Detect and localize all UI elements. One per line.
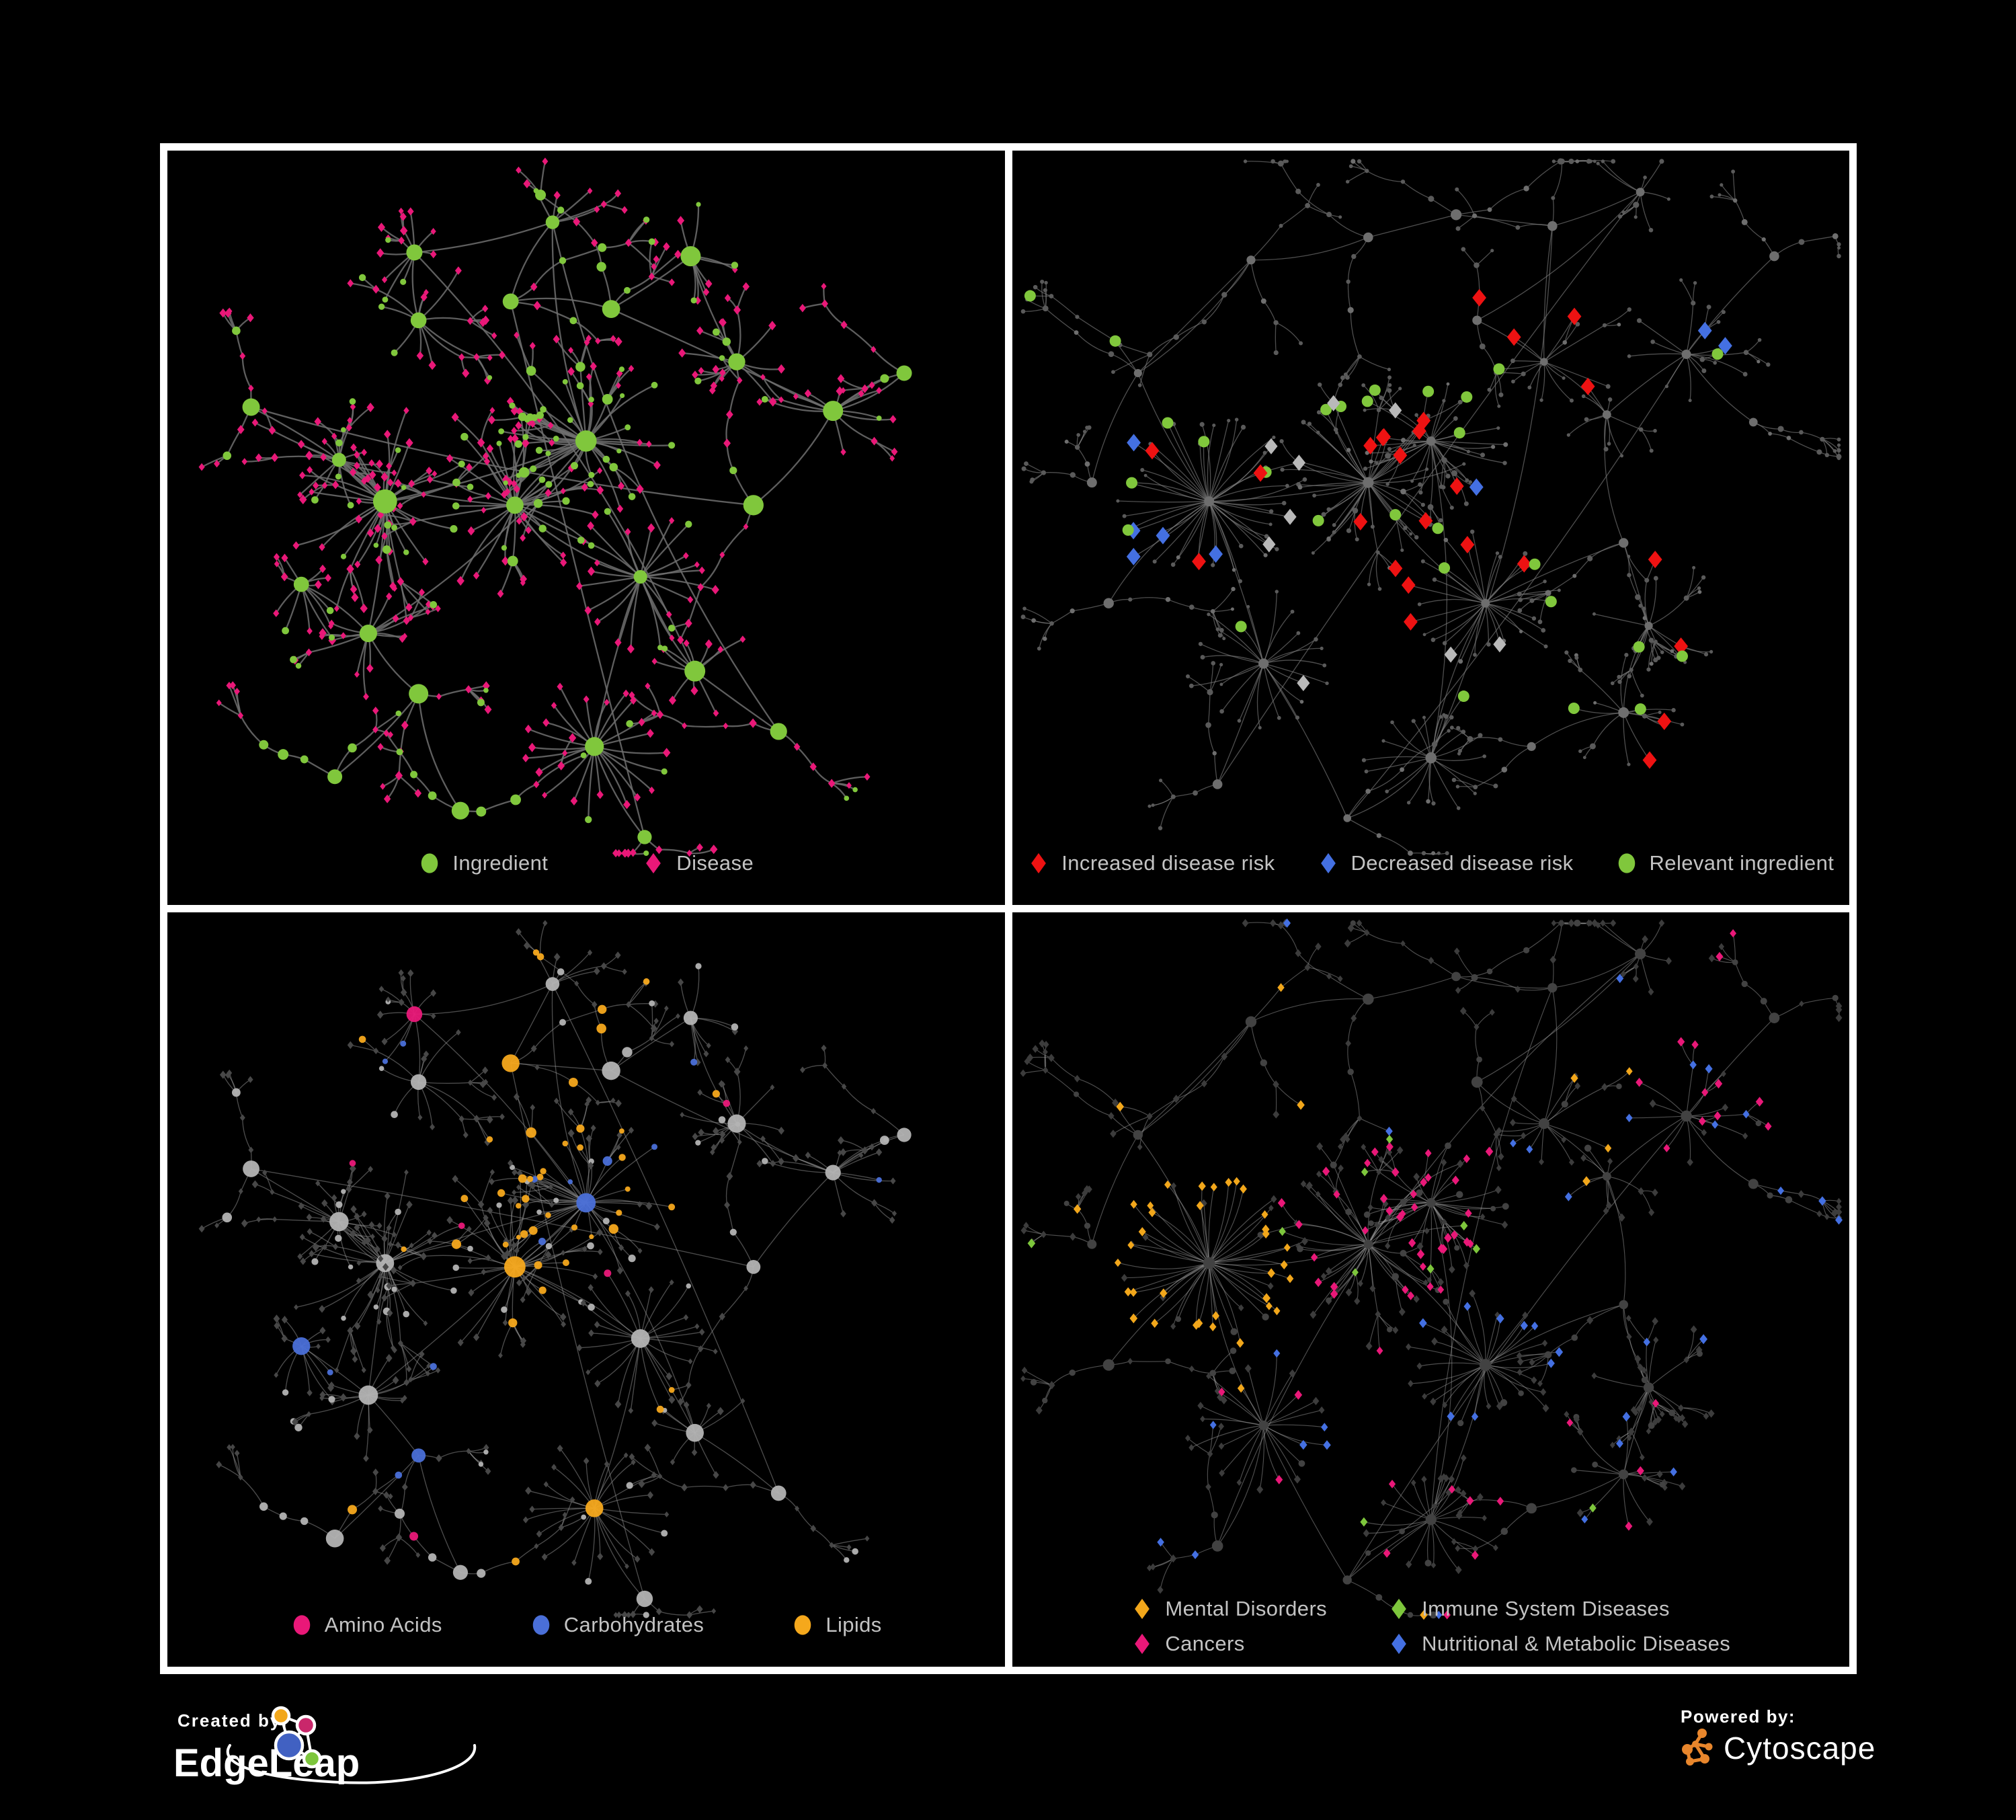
created-by-label: Created by: xyxy=(177,1710,288,1731)
edgeleap-credit: Created by: EdgeLeap xyxy=(173,1706,477,1785)
legend-item-mental-disorders: Mental Disorders xyxy=(1131,1597,1327,1621)
nutrient-class-legend: Amino Acids Carbohydrates Lipids xyxy=(167,1613,1005,1637)
legend-item-immune-system-diseases: Immune System Diseases xyxy=(1387,1597,1730,1621)
legend-item-cancers: Cancers xyxy=(1131,1632,1327,1656)
disease-risk-network-graph xyxy=(1020,158,1841,856)
legend-marker-diamond-icon xyxy=(1135,1633,1150,1655)
edgeleap-blue-node-icon xyxy=(274,1730,305,1761)
panel-disease-risk: Increased disease risk Decreased disease … xyxy=(1012,151,1850,905)
legend-marker-circle-icon xyxy=(532,1615,550,1635)
legend-label: Increased disease risk xyxy=(1061,851,1275,875)
legend-item-increased-disease-risk: Increased disease risk xyxy=(1027,851,1275,875)
cytoscape-brand-text: Cytoscape xyxy=(1724,1731,1876,1766)
legend-marker-circle-icon xyxy=(1618,853,1635,873)
legend-label: Decreased disease risk xyxy=(1350,851,1574,875)
disease-category-network-graph xyxy=(1020,918,1843,1620)
panels-frame: Ingredient Disease Increased disease risk… xyxy=(160,143,1857,1674)
ingredient-disease-network-graph xyxy=(198,157,912,858)
legend-label: Amino Acids xyxy=(324,1613,442,1636)
nutrient-class-network-graph xyxy=(198,920,912,1619)
powered-by-label: Powered by: xyxy=(1681,1706,1796,1727)
legend-label: Cancers xyxy=(1165,1632,1245,1655)
legend-item-relevant-ingredient: Relevant ingredient xyxy=(1615,851,1834,875)
panel-nutrient-classes: Amino Acids Carbohydrates Lipids xyxy=(167,912,1005,1667)
legend-item-decreased-disease-risk: Decreased disease risk xyxy=(1317,851,1574,875)
panel-disease-categories: Mental Disorders Immune System Diseases Ca… xyxy=(1012,912,1850,1667)
legend-marker-diamond-icon xyxy=(1392,1598,1406,1620)
legend-item-nutritional-metabolic-diseases: Nutritional & Metabolic Diseases xyxy=(1387,1632,1730,1656)
legend-item-lipids: Lipids xyxy=(791,1613,881,1637)
edgeleap-green-node-icon xyxy=(302,1749,322,1769)
legend-label: Carbohydrates xyxy=(563,1613,704,1636)
legend-item-disease: Disease xyxy=(642,851,754,875)
disease-category-legend: Mental Disorders Immune System Diseases Ca… xyxy=(1012,1597,1850,1656)
legend-marker-diamond-icon xyxy=(1135,1598,1150,1620)
edgeleap-orange-node-icon xyxy=(271,1706,291,1726)
disease-risk-legend: Increased disease risk Decreased disease … xyxy=(1012,851,1850,875)
panel-ingredient-disease: Ingredient Disease xyxy=(167,151,1005,905)
cytoscape-credit: Powered by: Cytoscape xyxy=(1681,1706,1876,1766)
legend-marker-circle-icon xyxy=(421,853,438,873)
legend-label: Immune System Diseases xyxy=(1422,1597,1670,1620)
legend-label: Relevant ingredient xyxy=(1649,851,1834,875)
legend-item-ingredient: Ingredient xyxy=(418,851,548,875)
legend-marker-diamond-icon xyxy=(1392,1633,1406,1655)
legend-marker-circle-icon xyxy=(293,1615,311,1635)
cytoscape-logo-icon xyxy=(1682,1729,1713,1766)
legend-label: Disease xyxy=(676,851,754,875)
legend-marker-diamond-icon xyxy=(646,853,661,874)
edgeleap-logo-icon xyxy=(226,1706,477,1784)
edgeleap-brand-text: EdgeLeap xyxy=(173,1741,360,1785)
legend-marker-diamond-icon xyxy=(1320,853,1336,874)
legend-label: Nutritional & Metabolic Diseases xyxy=(1422,1632,1731,1655)
legend-label: Mental Disorders xyxy=(1165,1597,1328,1620)
ingredient-disease-legend: Ingredient Disease xyxy=(167,851,1005,875)
legend-label: Ingredient xyxy=(452,851,549,875)
legend-marker-diamond-icon xyxy=(1031,853,1047,874)
legend-item-amino-acids: Amino Acids xyxy=(290,1613,442,1637)
edgeleap-pink-node-icon xyxy=(295,1714,317,1736)
legend-label: Lipids xyxy=(825,1613,882,1636)
legend-item-carbohydrates: Carbohydrates xyxy=(530,1613,704,1637)
legend-marker-circle-icon xyxy=(795,1615,811,1635)
